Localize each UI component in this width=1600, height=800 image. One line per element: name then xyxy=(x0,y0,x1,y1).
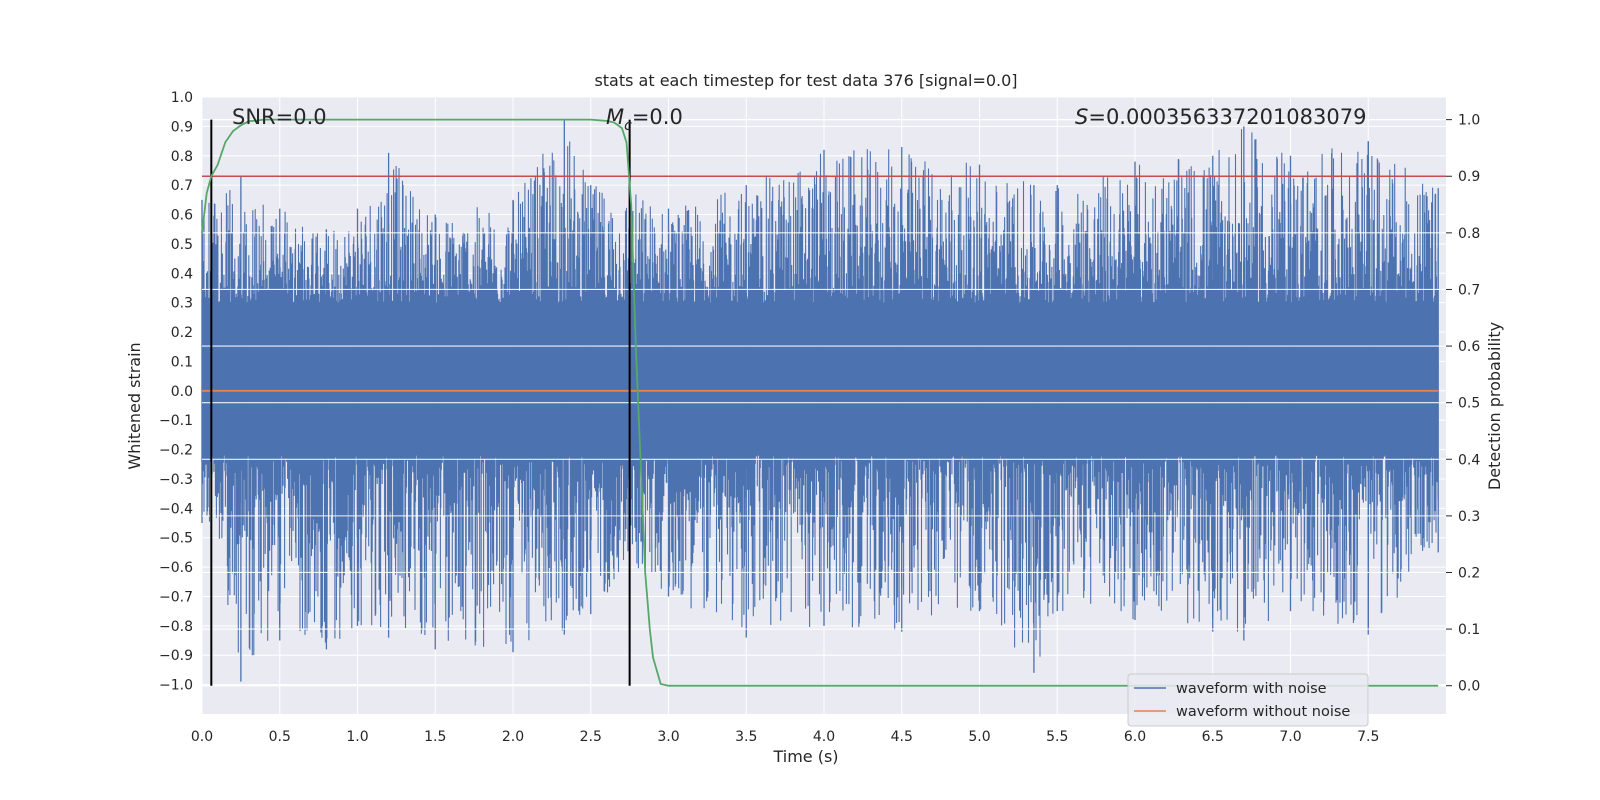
y-tick-label-right: 0.9 xyxy=(1458,169,1480,185)
overlay-lines xyxy=(201,118,1446,687)
x-tick-label: 2.0 xyxy=(502,729,524,745)
legend-label-clean: waveform without noise xyxy=(1176,704,1350,720)
y-tick-label-left: −0.3 xyxy=(159,472,193,488)
x-tick-label: 6.0 xyxy=(1124,729,1146,745)
y-tick-label-left: −0.9 xyxy=(159,648,193,664)
x-tick-label: 7.5 xyxy=(1357,729,1379,745)
x-tick-label: 0.0 xyxy=(191,729,213,745)
legend: waveform with noise waveform without noi… xyxy=(1127,673,1369,727)
series-waveform-with-noise xyxy=(201,120,1439,682)
series-detection-probability xyxy=(201,118,1439,687)
y-tick-label-right: 0.1 xyxy=(1458,622,1480,638)
noise-core-band xyxy=(202,302,1439,456)
y-tick-label-left: −1.0 xyxy=(159,678,193,694)
y-tick-label-left: 0.2 xyxy=(171,325,193,341)
y-tick-label-left: 1.0 xyxy=(171,90,193,106)
y-tick-label-left: 0.1 xyxy=(171,354,193,370)
y-axis-label-left: Whitened strain xyxy=(125,342,144,469)
y-tick-label-right: 0.7 xyxy=(1458,282,1480,298)
y-tick-label-left: −0.5 xyxy=(159,531,193,547)
y-tick-label-left: −0.6 xyxy=(159,560,193,576)
y-tick-label-right: 1.0 xyxy=(1458,113,1480,129)
y-tick-label-left: 0.8 xyxy=(171,149,193,165)
x-tick-label: 0.5 xyxy=(269,729,291,745)
y-tick-label-right: 0.5 xyxy=(1458,396,1480,412)
annotation-s-value: =0.000356337201083079 xyxy=(1088,105,1366,129)
x-tick-label: 7.0 xyxy=(1279,729,1301,745)
y-tick-label-left: 0.6 xyxy=(171,208,193,224)
y-tick-label-left: 0.5 xyxy=(171,237,193,253)
x-tick-label: 5.5 xyxy=(1046,729,1068,745)
x-tick-label: 4.5 xyxy=(891,729,913,745)
y-tick-label-left: 0.9 xyxy=(171,119,193,135)
y-tick-label-right: 0.3 xyxy=(1458,509,1480,525)
x-tick-label: 4.0 xyxy=(813,729,835,745)
y-tick-label-right: 0.0 xyxy=(1458,679,1480,695)
annotation-mc-sub: c xyxy=(624,118,632,134)
y-tick-label-left: −0.8 xyxy=(159,619,193,635)
legend-label-noise: waveform with noise xyxy=(1176,681,1327,697)
y-tick-label-right: 0.4 xyxy=(1458,452,1480,468)
y-tick-label-left: 0.7 xyxy=(171,178,193,194)
x-tick-label: 3.0 xyxy=(657,729,679,745)
y-axis-label-right: Detection probability xyxy=(1485,322,1504,490)
x-tick-label: 1.0 xyxy=(346,729,368,745)
annotation-s-symbol: S xyxy=(1075,105,1088,129)
y-tick-label-left: −0.1 xyxy=(159,413,193,429)
chart-title: stats at each timestep for test data 376… xyxy=(594,71,1017,90)
y-tick-label-left: 0.0 xyxy=(171,384,193,400)
y-tick-label-right: 0.6 xyxy=(1458,339,1480,355)
x-tick-label: 2.5 xyxy=(580,729,602,745)
y-tick-label-left: 0.4 xyxy=(171,266,193,282)
axis-ticks: 0.0 0.5 1.0 1.5 2.0 2.5 3.0 3.5 4.0 4.5 5.0 5.5 6.0 6… xyxy=(159,90,1480,745)
x-axis-label: Time (s) xyxy=(772,747,838,766)
annotation-snr: SNR=0.0 xyxy=(232,105,327,129)
y-tick-label-left: −0.2 xyxy=(159,443,193,459)
annotation-chirp-mass: Mc=0.0 xyxy=(606,105,683,134)
annotation-mc-symbol: M xyxy=(606,105,624,129)
x-tick-label: 6.5 xyxy=(1202,729,1224,745)
x-tick-label: 1.5 xyxy=(424,729,446,745)
y-tick-label-left: −0.4 xyxy=(159,501,193,517)
annotation-mc-value: =0.0 xyxy=(632,105,683,129)
x-tick-label: 5.0 xyxy=(968,729,990,745)
y-tick-label-right: 0.8 xyxy=(1458,226,1480,242)
annotation-s: S=0.000356337201083079 xyxy=(1075,105,1366,129)
x-tick-label: 3.5 xyxy=(735,729,757,745)
y-tick-label-left: −0.7 xyxy=(159,589,193,605)
legend-box xyxy=(1127,673,1369,727)
y-tick-label-right: 0.2 xyxy=(1458,565,1480,581)
y-tick-label-left: 0.3 xyxy=(171,296,193,312)
